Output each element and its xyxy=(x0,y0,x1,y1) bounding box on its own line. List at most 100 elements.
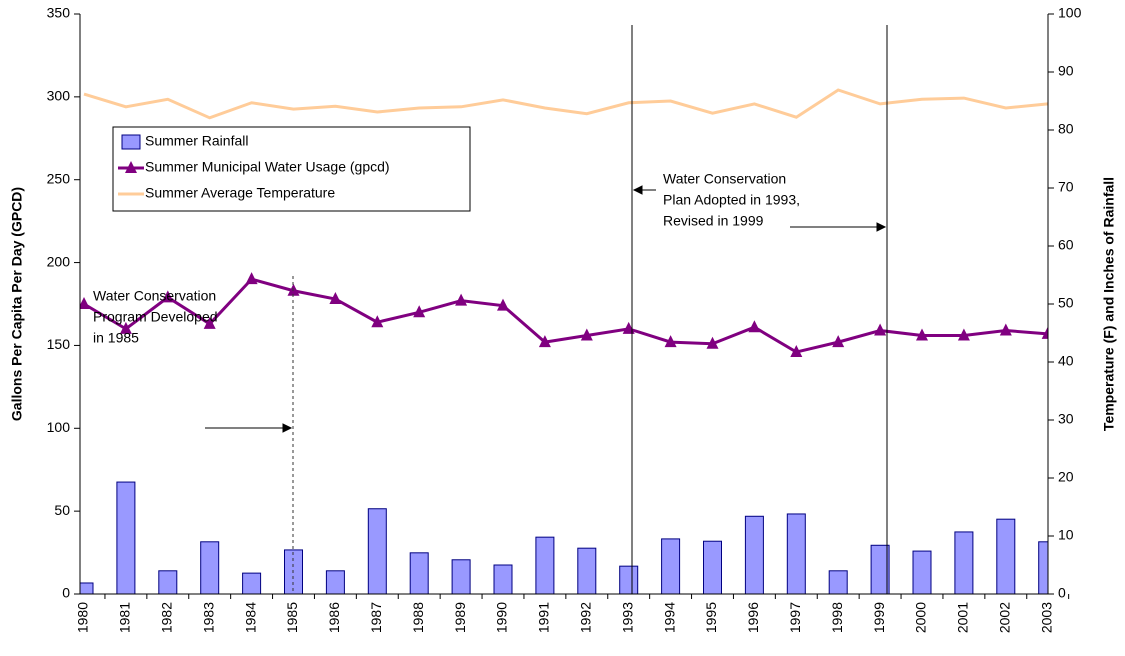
marker xyxy=(957,328,970,341)
bar xyxy=(242,572,262,595)
bar xyxy=(786,513,806,595)
x-tick-label: 1999 xyxy=(871,602,887,633)
x-tick-label: 1981 xyxy=(117,602,133,633)
bar xyxy=(661,538,681,595)
x-tick-label: 1994 xyxy=(661,602,677,633)
marker xyxy=(748,320,761,333)
y-tick-label: 100 xyxy=(47,419,71,435)
x-tick-label: 2003 xyxy=(1038,602,1054,633)
y-tick-label: 50 xyxy=(54,502,70,518)
marker xyxy=(874,323,887,336)
y-tick-label: 300 xyxy=(47,88,71,104)
annotation: Plan Adopted in 1993, xyxy=(663,192,800,208)
x-tick-label: 1984 xyxy=(242,602,258,633)
x-tick-label: 2000 xyxy=(913,602,929,633)
bar xyxy=(367,508,387,595)
bar xyxy=(577,547,597,595)
bar xyxy=(828,570,848,595)
marker xyxy=(706,336,719,349)
y2-tick-label: 20 xyxy=(1058,469,1074,485)
x-tick-label: 1986 xyxy=(326,602,342,633)
marker xyxy=(119,321,132,334)
line xyxy=(83,88,1048,120)
y2-tick-label: 90 xyxy=(1058,63,1074,79)
bar xyxy=(116,481,136,595)
x-tick-label: 1987 xyxy=(368,602,384,633)
marker xyxy=(203,316,216,329)
marker xyxy=(916,328,928,341)
annotation: Program Developed xyxy=(93,309,218,325)
arrowhead xyxy=(632,185,643,195)
line xyxy=(83,277,1048,354)
x-tick-label: 1990 xyxy=(494,602,510,633)
legend-marker xyxy=(125,161,137,173)
marker xyxy=(580,328,593,341)
y2-tick-label: 40 xyxy=(1058,353,1074,369)
bar xyxy=(870,544,890,595)
bar xyxy=(744,515,764,595)
y-tick-label: 350 xyxy=(47,5,71,21)
y-tick-label: 150 xyxy=(47,336,71,352)
x-tick-label: 1988 xyxy=(410,602,426,633)
x-tick-label: 1992 xyxy=(578,602,594,633)
marker xyxy=(538,335,551,348)
bar xyxy=(493,564,513,595)
x-tick-label: 1996 xyxy=(745,602,761,633)
x-tick-label: 1989 xyxy=(452,602,468,633)
legend-swatch xyxy=(121,134,141,150)
y2-tick-label: 0 xyxy=(1058,585,1066,601)
y-tick-label: 0 xyxy=(62,585,70,601)
marker xyxy=(999,323,1012,336)
marker xyxy=(497,298,509,311)
bar xyxy=(158,570,178,595)
bar xyxy=(954,531,974,595)
x-tick-label: 1998 xyxy=(829,602,845,633)
bar xyxy=(912,550,932,595)
x-tick-label: 1983 xyxy=(200,602,216,633)
arrowhead xyxy=(876,222,887,232)
y2-tick-label: 70 xyxy=(1058,179,1074,195)
x-tick-label: 1991 xyxy=(536,602,552,633)
x-tick-label: 2002 xyxy=(997,602,1013,633)
y-tick-label: 200 xyxy=(47,253,71,269)
x-tick-label: 1982 xyxy=(159,602,175,633)
annotation: Water Conservation xyxy=(93,288,216,304)
arrows xyxy=(205,185,887,433)
annotation: in 1985 xyxy=(93,330,139,346)
x-tick-label: 1993 xyxy=(619,602,635,633)
legend-label: Summer Average Temperature xyxy=(145,185,335,201)
marker xyxy=(455,293,468,306)
marker xyxy=(371,315,384,328)
y2-tick-label: 10 xyxy=(1058,527,1074,543)
arrowhead xyxy=(282,423,293,433)
y2-tick-label: 30 xyxy=(1058,411,1074,427)
x-tick-label: 2001 xyxy=(955,602,971,633)
y-axis-title: Gallons Per Capita Per Day (GPCD) xyxy=(9,187,25,421)
y2-axis-title: Temperature (F) and Inches of Rainfall xyxy=(1101,177,1117,431)
bar xyxy=(996,518,1016,595)
annotation: Water Conservation xyxy=(663,171,786,187)
y2-tick-label: 60 xyxy=(1058,237,1074,253)
x-tick-label: 1985 xyxy=(284,602,300,633)
legend-label: Summer Rainfall xyxy=(145,133,248,149)
legend-box xyxy=(112,126,471,212)
y2-tick-label: 50 xyxy=(1058,295,1074,311)
bar xyxy=(409,552,429,595)
bar xyxy=(451,559,471,595)
marker xyxy=(329,292,342,305)
marker xyxy=(245,272,258,285)
bar xyxy=(200,541,220,595)
bar xyxy=(619,565,639,595)
x-tick-label: 1995 xyxy=(703,602,719,633)
bar xyxy=(80,582,94,595)
marker xyxy=(161,290,174,303)
plot-marks xyxy=(80,88,1048,595)
x-tick-label: 1980 xyxy=(75,602,91,633)
bar xyxy=(325,570,345,595)
marker xyxy=(622,321,635,334)
marker xyxy=(664,335,677,348)
marker xyxy=(413,305,426,318)
marker xyxy=(1041,326,1048,339)
legend-label: Summer Municipal Water Usage (gpcd) xyxy=(145,159,390,175)
